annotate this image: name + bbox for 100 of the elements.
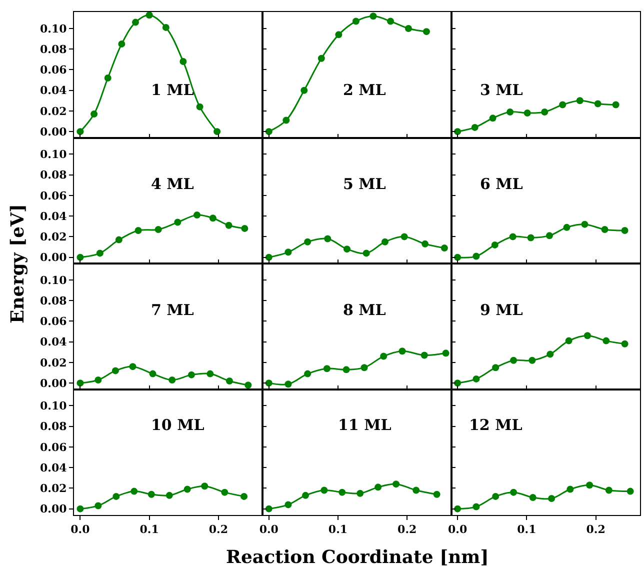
point xyxy=(509,233,516,240)
x-tick-label: 0.2 xyxy=(398,523,417,536)
point xyxy=(168,376,176,384)
point xyxy=(180,58,187,65)
y-tick-label: 0.04 xyxy=(40,461,68,474)
point xyxy=(132,18,140,26)
point xyxy=(184,486,191,493)
point xyxy=(149,370,156,378)
point xyxy=(265,254,272,261)
annotation: 4 ML xyxy=(151,175,194,193)
point xyxy=(115,236,122,244)
point xyxy=(584,332,591,340)
point xyxy=(387,18,394,25)
point xyxy=(559,101,566,108)
x-axis-title: Reaction Coordinate [nm] xyxy=(226,547,489,567)
annotation: 5 ML xyxy=(343,175,386,193)
point xyxy=(214,128,221,136)
point xyxy=(601,226,608,233)
y-tick-label: 0.10 xyxy=(40,148,68,162)
y-tick-label: 0.06 xyxy=(40,64,68,77)
point xyxy=(491,241,498,248)
point xyxy=(162,24,170,31)
y-tick-label: 0.00 xyxy=(40,502,68,516)
point xyxy=(454,128,462,136)
point xyxy=(284,501,292,508)
point xyxy=(304,370,312,378)
point xyxy=(370,12,377,20)
point xyxy=(134,227,142,234)
point xyxy=(112,367,119,374)
point xyxy=(565,337,572,344)
point xyxy=(221,488,228,496)
point xyxy=(362,250,370,257)
point xyxy=(360,364,368,372)
x-tick-label: 0.2 xyxy=(208,523,228,536)
point xyxy=(605,486,612,494)
x-tick-label: 0.0 xyxy=(448,523,468,536)
point xyxy=(240,492,248,500)
point xyxy=(548,495,556,502)
point xyxy=(324,235,332,242)
y-tick-label: 0.00 xyxy=(40,251,68,264)
point xyxy=(492,364,500,372)
point xyxy=(265,380,272,387)
y-axis-title: Energy [eV] xyxy=(8,204,28,324)
point xyxy=(422,28,430,36)
x-tick-label: 0.0 xyxy=(259,523,279,536)
point xyxy=(374,484,382,491)
point xyxy=(343,246,350,253)
point xyxy=(472,375,480,382)
point xyxy=(129,363,136,370)
point xyxy=(118,40,126,48)
point xyxy=(546,350,554,358)
point xyxy=(454,254,462,261)
point xyxy=(196,103,204,110)
y-tick-label: 0.08 xyxy=(40,42,68,56)
point xyxy=(621,340,628,348)
point xyxy=(510,488,518,496)
y-tick-label: 0.00 xyxy=(40,125,68,138)
y-tick-label: 0.04 xyxy=(40,336,68,349)
point xyxy=(338,488,346,496)
point xyxy=(76,254,84,261)
annotation: 11 ML xyxy=(338,416,392,434)
point xyxy=(472,503,480,510)
point xyxy=(304,238,312,246)
annotation: 6 ML xyxy=(480,175,524,193)
point xyxy=(104,74,112,82)
y-tick-label: 0.10 xyxy=(40,274,68,287)
point xyxy=(541,108,548,116)
point xyxy=(492,492,500,500)
point xyxy=(320,486,328,494)
point xyxy=(433,490,440,498)
point xyxy=(528,356,536,364)
point xyxy=(529,494,536,501)
point xyxy=(602,337,610,344)
y-tick-label: 0.06 xyxy=(40,440,68,454)
point xyxy=(265,128,272,136)
y-tick-label: 0.10 xyxy=(40,400,68,413)
point xyxy=(284,380,292,388)
point xyxy=(94,376,102,384)
x-tick-label: 0.1 xyxy=(328,523,348,536)
point xyxy=(335,31,342,38)
annotation: 2 ML xyxy=(343,81,386,99)
point xyxy=(302,492,310,499)
point xyxy=(76,128,84,136)
point xyxy=(206,370,214,378)
point xyxy=(392,480,400,488)
point xyxy=(241,224,248,232)
point xyxy=(472,252,480,260)
annotation: 10 ML xyxy=(151,416,205,434)
y-tick-label: 0.08 xyxy=(40,168,68,182)
annotation: 3 ML xyxy=(480,81,524,99)
point xyxy=(380,352,388,360)
point xyxy=(563,224,570,231)
point xyxy=(454,380,462,387)
y-tick-label: 0.04 xyxy=(40,210,68,223)
annotation: 1 ML xyxy=(151,81,194,99)
point xyxy=(454,505,462,512)
point xyxy=(524,110,531,117)
point xyxy=(506,108,514,116)
point xyxy=(420,352,428,359)
point xyxy=(225,222,232,229)
